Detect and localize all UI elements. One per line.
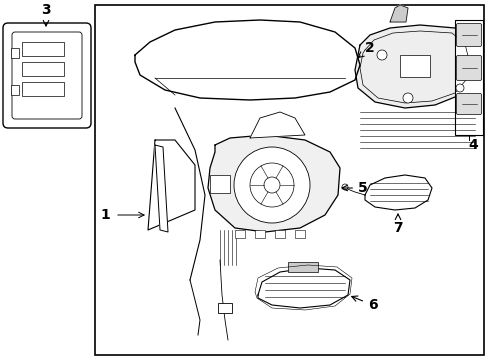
Text: 6: 6	[351, 296, 377, 312]
Polygon shape	[135, 20, 359, 100]
Circle shape	[234, 147, 309, 223]
Bar	[294, 230, 305, 238]
Bar	[254, 230, 264, 238]
Polygon shape	[354, 25, 474, 108]
Polygon shape	[155, 145, 168, 232]
FancyBboxPatch shape	[456, 23, 481, 46]
Bar	[274, 230, 285, 238]
Bar	[399, 55, 429, 77]
FancyBboxPatch shape	[456, 94, 481, 114]
FancyBboxPatch shape	[12, 32, 82, 119]
Text: 5: 5	[341, 181, 367, 195]
Circle shape	[376, 50, 386, 60]
Bar	[11, 48, 19, 58]
Polygon shape	[207, 135, 339, 232]
Polygon shape	[389, 5, 407, 22]
Bar	[22, 82, 64, 96]
Text: 4: 4	[467, 138, 477, 152]
FancyBboxPatch shape	[3, 23, 91, 128]
Bar	[218, 303, 231, 313]
Bar	[209, 175, 229, 193]
Bar	[287, 262, 317, 272]
Polygon shape	[148, 140, 195, 230]
Circle shape	[264, 177, 280, 193]
Bar	[22, 62, 64, 76]
Bar	[22, 42, 64, 56]
Circle shape	[341, 184, 347, 190]
Polygon shape	[249, 112, 305, 138]
Circle shape	[455, 84, 463, 92]
Text: 1: 1	[100, 208, 110, 222]
Bar	[95, 5, 483, 355]
Circle shape	[249, 163, 293, 207]
Circle shape	[402, 93, 412, 103]
Bar	[454, 20, 482, 135]
FancyBboxPatch shape	[456, 55, 481, 81]
Text: 7: 7	[392, 214, 402, 235]
Bar	[235, 230, 244, 238]
Bar	[11, 85, 19, 95]
Polygon shape	[258, 268, 349, 308]
Text: 2: 2	[357, 41, 374, 58]
Polygon shape	[364, 175, 431, 210]
Text: 3: 3	[41, 3, 51, 26]
